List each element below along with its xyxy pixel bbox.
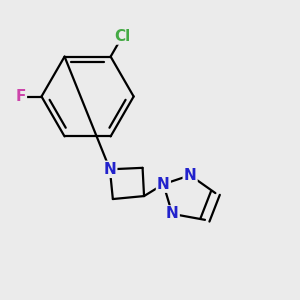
Text: N: N	[157, 177, 170, 192]
Text: N: N	[166, 206, 179, 221]
Text: F: F	[16, 89, 26, 104]
Text: N: N	[103, 162, 116, 177]
Text: N: N	[184, 168, 196, 183]
Text: Cl: Cl	[114, 28, 130, 44]
